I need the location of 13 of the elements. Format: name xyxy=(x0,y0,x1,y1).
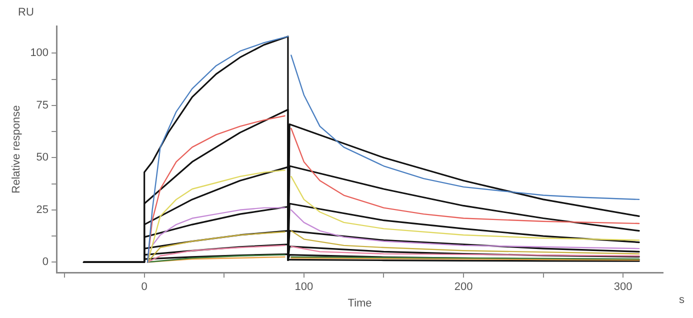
x-tick-label: 100 xyxy=(294,281,314,294)
text: s xyxy=(679,294,685,306)
y-tick-label: 100 xyxy=(30,47,49,60)
x-tick-label: 200 xyxy=(454,281,473,294)
y-tick-label: 50 xyxy=(36,152,49,164)
x-tick-label: 0 xyxy=(141,281,148,294)
y-tick-label: 75 xyxy=(36,99,49,112)
y-tick-label: 25 xyxy=(36,204,49,216)
text: RU xyxy=(18,6,34,19)
y-tick-label: 0 xyxy=(42,256,49,268)
x-tick-label: 300 xyxy=(614,281,632,294)
y-axis-title: Relative response xyxy=(10,105,23,194)
x-axis-title: Time xyxy=(348,297,372,310)
